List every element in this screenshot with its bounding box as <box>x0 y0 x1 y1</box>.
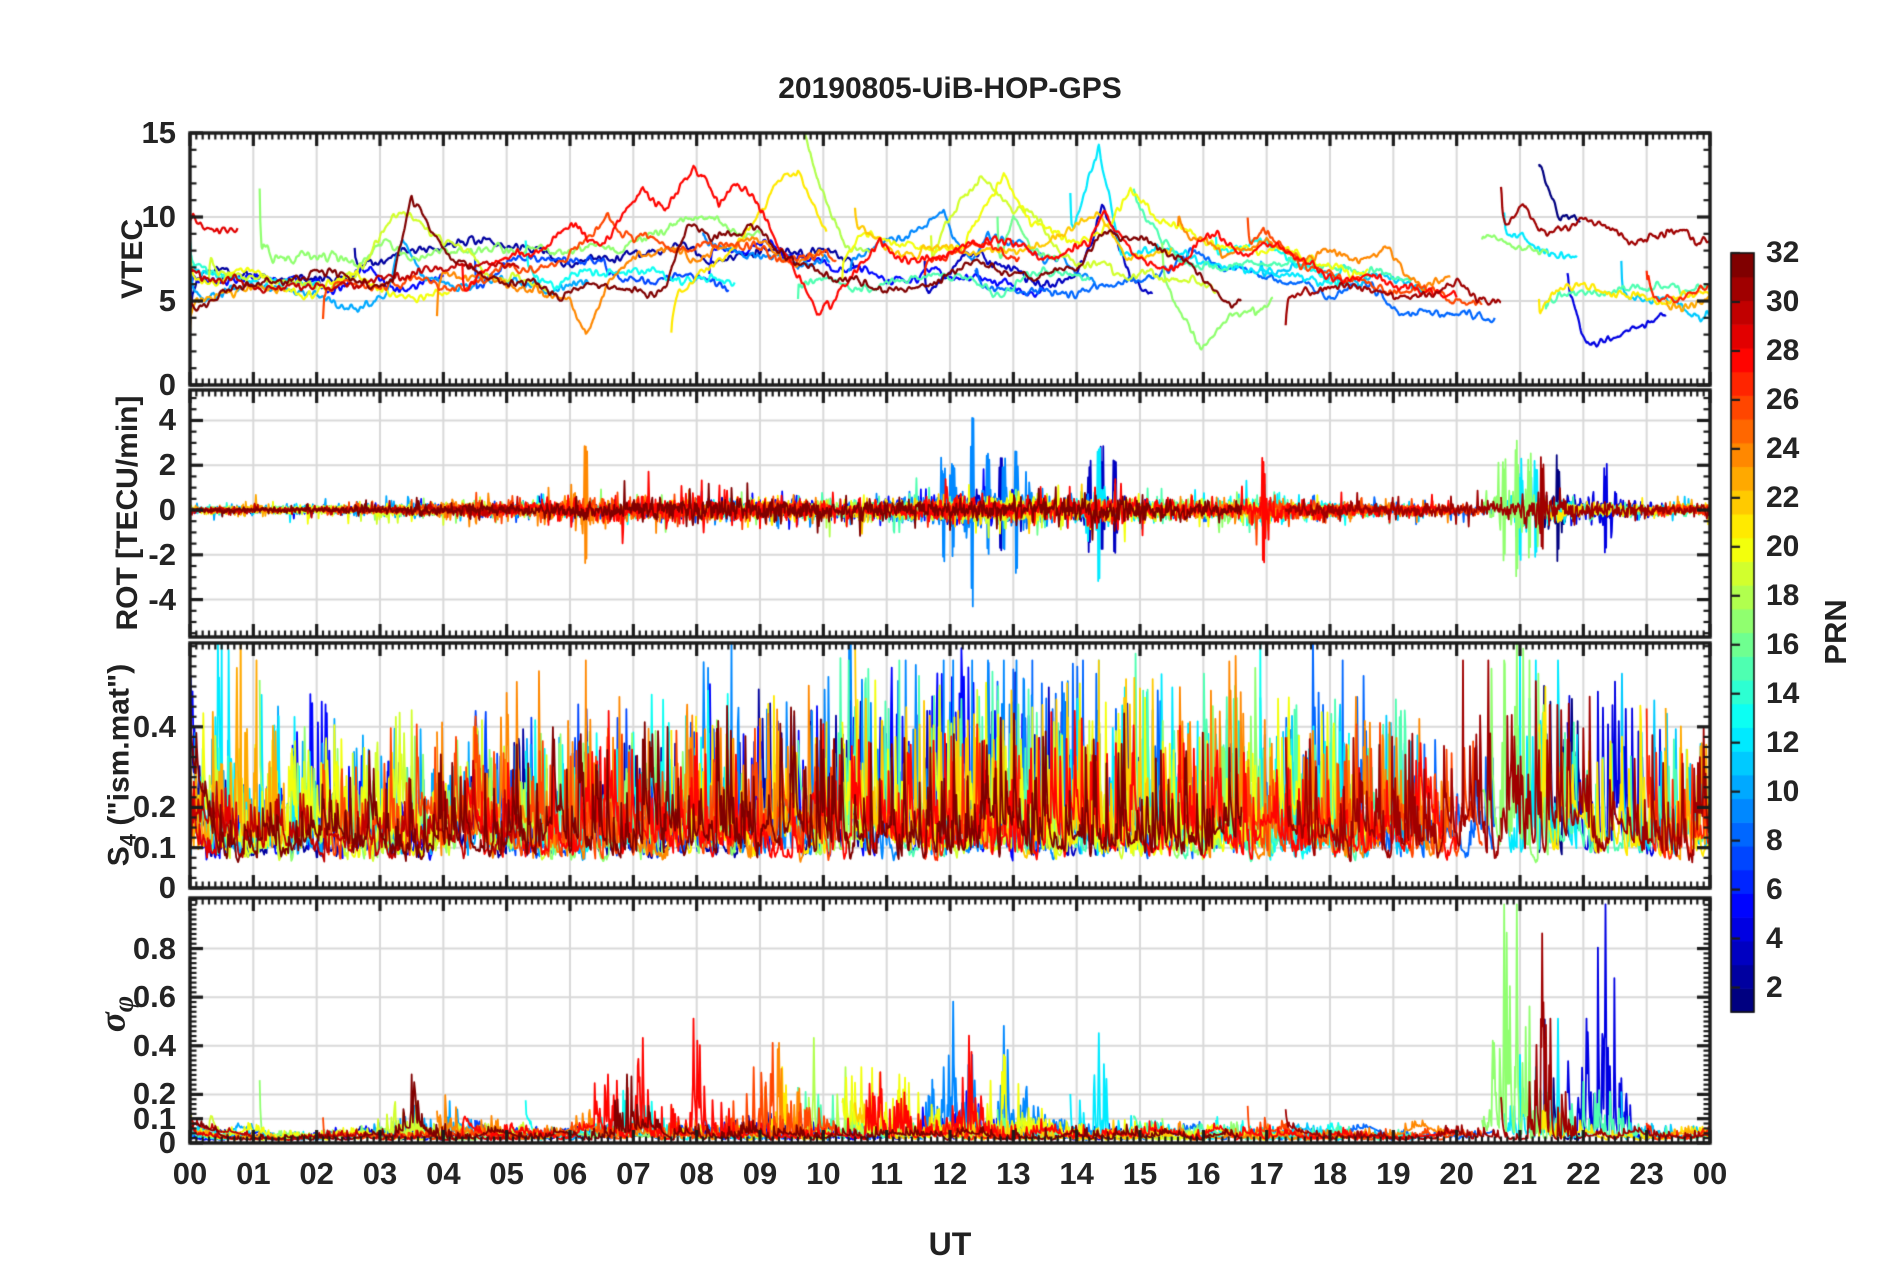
y-tick-label: 0 <box>158 1125 176 1160</box>
y-tick-label: 2 <box>158 447 176 483</box>
chart-title: 20190805-UiB-HOP-GPS <box>778 72 1122 105</box>
x-tick-label: 03 <box>362 1156 398 1191</box>
x-tick-label: 00 <box>1692 1156 1728 1191</box>
x-tick-label: 16 <box>1186 1156 1221 1191</box>
x-tick-label: 09 <box>742 1156 778 1191</box>
y-tick-label: 0.4 <box>132 1027 176 1063</box>
x-tick-label: 07 <box>616 1156 651 1191</box>
x-tick-label: 06 <box>552 1156 588 1191</box>
colorbar-tick-label: 32 <box>1766 236 1800 269</box>
x-tick-label: 11 <box>870 1156 904 1191</box>
vtec-panel <box>190 133 1710 385</box>
x-tick-label: 05 <box>489 1156 524 1191</box>
x-tick-label: 08 <box>679 1156 714 1191</box>
y-tick-label: 0 <box>158 367 176 402</box>
x-tick-label: 18 <box>1312 1156 1348 1191</box>
y-tick-label: 0.1 <box>132 1100 176 1136</box>
y-tick-label: 4 <box>158 402 176 438</box>
x-tick-label: 02 <box>299 1156 334 1191</box>
x-tick-label: 22 <box>1566 1156 1601 1191</box>
y-tick-label: 0.8 <box>132 930 176 966</box>
colorbar-tick-label: 22 <box>1766 480 1800 514</box>
x-tick-label: 00 <box>172 1156 208 1191</box>
x-tick-label: 13 <box>996 1156 1031 1191</box>
x-tick-label: 21 <box>1502 1156 1538 1191</box>
x-axis-label: UT <box>928 1226 972 1262</box>
colorbar-tick-label: 20 <box>1766 529 1800 563</box>
x-tick-label: 23 <box>1629 1156 1664 1191</box>
y-tick-label: 0.6 <box>132 979 176 1015</box>
y-tick-label: 0.1 <box>132 829 176 865</box>
x-tick-label: 19 <box>1376 1156 1411 1191</box>
y-tick-label: 15 <box>141 115 176 150</box>
x-tick-label: 14 <box>1059 1156 1094 1191</box>
sigma-phi-panel <box>190 898 1710 1143</box>
x-tick-label: 04 <box>426 1156 461 1191</box>
colorbar-tick-label: 12 <box>1766 725 1800 759</box>
y-tick-label: 0 <box>158 492 176 528</box>
rot-panel <box>190 390 1710 637</box>
x-tick-label: 17 <box>1249 1156 1284 1191</box>
colorbar-tick-label: 10 <box>1766 774 1800 808</box>
colorbar-tick-label: 8 <box>1766 823 1783 857</box>
y-tick-label: 0.2 <box>132 789 176 825</box>
y-tick-label: 0 <box>158 870 176 905</box>
colorbar-tick-label: 16 <box>1766 627 1800 661</box>
y-tick-label: 0.2 <box>132 1076 176 1112</box>
s4-panel <box>190 643 1710 888</box>
y-tick-label: 10 <box>141 199 176 234</box>
colorbar-tick-label: 4 <box>1766 921 1783 955</box>
x-tick-label: 01 <box>236 1156 271 1191</box>
colorbar-tick-label: 30 <box>1766 284 1800 318</box>
colorbar-tick-label: 6 <box>1766 872 1783 906</box>
colorbar-tick-label: 26 <box>1766 382 1800 416</box>
y-tick-label: 5 <box>158 283 176 318</box>
colorbar-tick-label: 18 <box>1766 578 1800 612</box>
colorbar-tick-label: 2 <box>1766 970 1783 1004</box>
prn-colorbar <box>1731 253 1754 1012</box>
colorbar-tick-label: 14 <box>1766 676 1800 710</box>
y-tick-label: -2 <box>148 536 176 572</box>
x-tick-label: 15 <box>1122 1156 1158 1191</box>
x-tick-label: 10 <box>806 1156 841 1191</box>
x-tick-label: 12 <box>932 1156 968 1191</box>
y-tick-label: -4 <box>148 581 176 617</box>
colorbar-tick-label: 24 <box>1766 431 1800 465</box>
y-tick-label: 0.4 <box>132 708 176 744</box>
colorbar-tick-label: 28 <box>1766 333 1800 367</box>
x-tick-label: 20 <box>1439 1156 1474 1191</box>
